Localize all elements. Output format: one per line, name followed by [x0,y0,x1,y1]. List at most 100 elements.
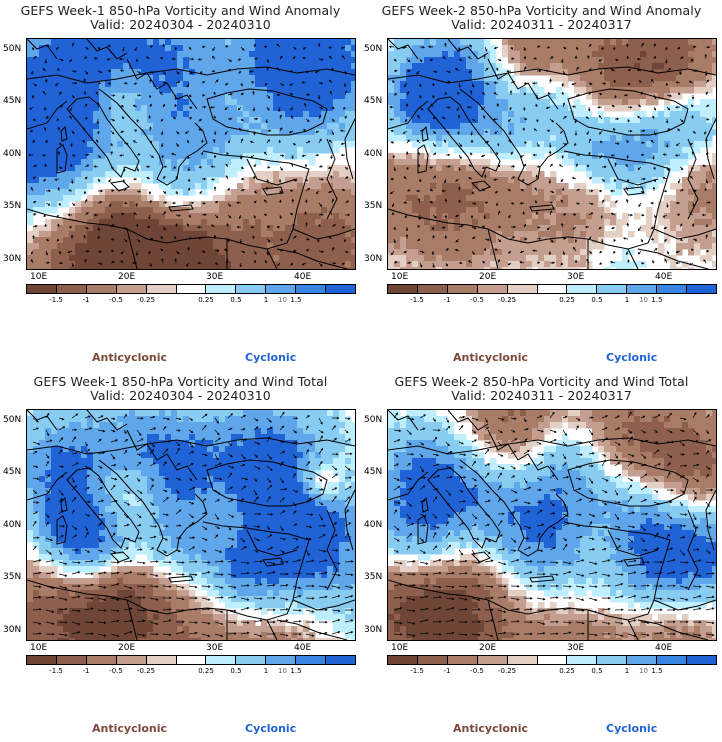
lon-label: 10E [30,643,48,653]
colorbar-tick-label: -1 [443,296,451,304]
colorbar-swatch [597,285,628,293]
colorbar-swatch [477,656,508,664]
coastline [60,125,68,142]
colorbar-swatch [27,285,57,293]
coastline [292,599,355,611]
coastline [653,228,716,240]
coastline [487,228,499,269]
coastline [388,208,655,250]
colorbar-tick-label: -0.25 [136,296,156,304]
coastline [202,521,310,541]
colorbar-swatch [417,656,448,664]
lat-label: 45N [3,96,22,106]
lat-label: 35N [364,572,383,582]
coastline [705,489,716,551]
lat-label: 45N [3,467,22,477]
coastline [326,509,338,591]
lat-label: 40N [3,149,22,159]
lat-label: 35N [3,572,22,582]
coastline [344,118,355,180]
colorbar-tick-label: -0.5 [109,296,123,304]
coastline [470,551,491,563]
colorbar-tick-label: -1 [82,667,90,675]
colorbar-swatch [236,285,267,293]
coastline [388,471,429,501]
coastline [421,496,429,513]
coastline [388,410,419,431]
colorbar-swatch [567,656,598,664]
colorbar-swatch [176,285,207,293]
panel-week1-total: GEFS Week-1 850-hPa Vorticity and Wind T… [0,371,361,742]
colorbar-tick-label: -1.5 [410,667,424,675]
colorbar-swatch [296,656,327,664]
coastline [427,96,501,178]
colorbar-tick-label: 1.5 [651,667,663,675]
coastline [126,429,198,481]
legend-anticyclonic: Anticyclonic [453,351,529,364]
colorbar-swatch [266,285,297,293]
lat-label: 30N [3,625,22,635]
lat-label: 50N [3,44,22,54]
coastline [529,575,555,583]
colorbar-tick-label: -1.5 [49,296,63,304]
coastline [529,204,555,212]
panel-week1-anomaly: GEFS Week-1 850-hPa Vorticity and Wind A… [0,0,361,371]
colorbar-swatch [657,656,688,664]
vorticity-field [27,39,355,269]
coastline [206,88,328,136]
coastline [168,575,194,583]
colorbar-swatch [116,285,147,293]
coastline [388,66,716,84]
vorticity-map [387,38,717,270]
colorbar-swatch [447,656,478,664]
legend-anticyclonic: Anticyclonic [92,351,168,364]
coastline [344,489,355,551]
wind-vectors [27,42,351,268]
coastline [27,208,294,250]
coastline [66,467,140,549]
colorbar-unit-mark: 10 [639,667,648,675]
legend-cyclonic: Cyclonic [606,722,658,735]
lat-label: 40N [364,520,383,530]
colorbar-tick-label: 0.5 [230,667,242,675]
wind-vectors [388,42,711,269]
coastline [447,39,489,60]
vorticity-field [27,410,355,640]
coastline [292,228,355,240]
coastline [623,186,645,196]
coastline [417,515,429,545]
colorbar-swatch [27,656,57,664]
coastline [421,125,429,142]
coastline [487,429,559,481]
colorbar-swatch [687,285,716,293]
coastline [276,248,348,269]
lon-label: 20E [118,272,136,282]
coastline [126,58,198,110]
vorticity-field [388,39,716,269]
lat-label: 30N [364,625,383,635]
wind-vectors [32,411,354,638]
colorbar-swatch [326,656,355,664]
coastline [168,204,194,212]
colorbar-swatch [627,656,658,664]
colorbar-swatch [388,285,418,293]
coastline [56,515,68,545]
colorbar-swatch [417,285,448,293]
coastline [567,88,689,136]
panel-week2-anomaly: GEFS Week-2 850-hPa Vorticity and Wind A… [361,0,722,371]
colorbar [26,655,356,665]
coastline [27,410,58,431]
coastline [487,58,559,110]
colorbar-tick-label: -0.5 [109,667,123,675]
coastline [563,521,671,541]
coastline [98,88,208,186]
coastline [388,579,655,621]
vorticity-field [388,410,716,640]
colorbar [387,655,717,665]
panel-subtitle: Valid: 20240311 - 20240317 [451,388,632,403]
vorticity-map [26,38,356,270]
lon-label: 30E [206,643,224,653]
coastline [27,579,294,621]
lat-label: 50N [364,415,383,425]
colorbar-swatch [206,656,237,664]
